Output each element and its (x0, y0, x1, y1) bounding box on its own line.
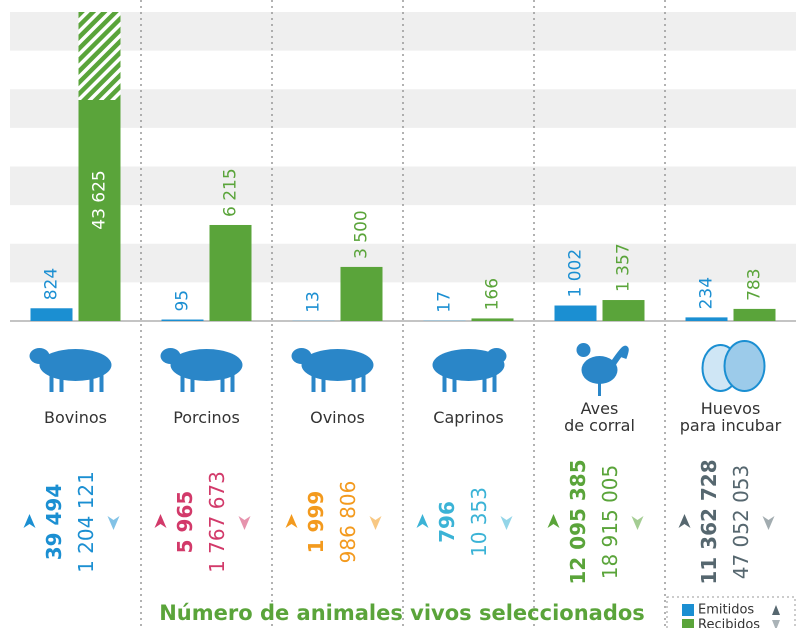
arrow-up (679, 514, 691, 528)
bar-value-label: 1 357 (614, 243, 634, 292)
icon (703, 341, 765, 391)
bar-value-label: 824 (42, 268, 62, 300)
chart: 824 95 13 17 1 002 234 43 625 6 215 3 500 166 1 35… (0, 0, 804, 628)
icon-shape (161, 348, 181, 364)
total-received: 1 767 673 (205, 471, 229, 573)
bar (162, 320, 204, 321)
bar-break (79, 12, 121, 100)
arrow-up (24, 514, 36, 528)
total-emitted: 796 (435, 501, 459, 543)
total-received: 986 806 (336, 481, 360, 564)
icon (433, 348, 507, 392)
arrow-down (632, 516, 644, 530)
arrow-up (286, 514, 298, 528)
legend-label: Recibidos (698, 618, 760, 628)
total-emitted: 39 494 (42, 484, 66, 561)
bar-value-label: 17 (435, 291, 455, 313)
bar (734, 309, 776, 321)
legend-swatch (682, 604, 694, 616)
total-emitted: 11 362 728 (697, 459, 721, 584)
icon-shape (725, 341, 765, 391)
arrow-up (548, 514, 560, 528)
bar (603, 300, 645, 321)
icon (292, 348, 374, 392)
bar-value-label: 13 (304, 291, 324, 313)
bar (686, 317, 728, 321)
icon (30, 348, 112, 392)
icon-shape (577, 343, 591, 357)
bar (31, 308, 73, 321)
chart-title: Número de animales vivos seleccionados (159, 601, 645, 625)
category-label: Aves de corral (535, 400, 665, 434)
bar-value-label: 1 002 (566, 249, 586, 298)
bar-value-label: 95 (173, 290, 193, 312)
category-label: Ovinos (273, 409, 403, 426)
legend-label: Emitidos (698, 603, 754, 618)
arrow-down (239, 516, 251, 530)
total-received: 1 204 121 (74, 471, 98, 573)
arrow-up (155, 514, 167, 528)
legend-swatch (682, 619, 694, 628)
category-label: Huevos para incubar (666, 400, 796, 434)
total-emitted: 5 965 (173, 491, 197, 554)
icon-shape (30, 348, 50, 364)
arrow-up (417, 514, 429, 528)
bar (472, 318, 514, 321)
bar-value-label: 3 500 (352, 210, 372, 259)
icon-shape (612, 349, 626, 366)
category-label: Caprinos (404, 409, 534, 426)
bar (210, 225, 252, 321)
total-received: 47 052 053 (729, 465, 753, 580)
total-received: 18 915 005 (598, 465, 622, 580)
page: 824 95 13 17 1 002 234 43 625 6 215 3 500 166 1 35… (0, 0, 804, 628)
bar (555, 306, 597, 321)
total-received: 10 353 (467, 487, 491, 557)
bar-value-label: 6 215 (221, 168, 241, 217)
icon-shape (292, 348, 312, 364)
arrow-down (501, 516, 513, 530)
category-label: Bovinos (11, 409, 141, 426)
arrow-down (108, 516, 120, 530)
arrow-down (370, 516, 382, 530)
total-emitted: 1 999 (304, 491, 328, 554)
bar-value-label: 43 625 (90, 170, 110, 229)
bar-value-label: 234 (697, 277, 717, 309)
category-label: Porcinos (142, 409, 272, 426)
bar-value-label: 166 (483, 278, 503, 310)
arrow-down (763, 516, 775, 530)
bar-value-label: 783 (745, 268, 765, 300)
icon-shape (487, 348, 507, 364)
icon (577, 343, 626, 396)
bar (341, 267, 383, 321)
total-emitted: 12 095 385 (566, 459, 590, 584)
icon (161, 348, 243, 392)
